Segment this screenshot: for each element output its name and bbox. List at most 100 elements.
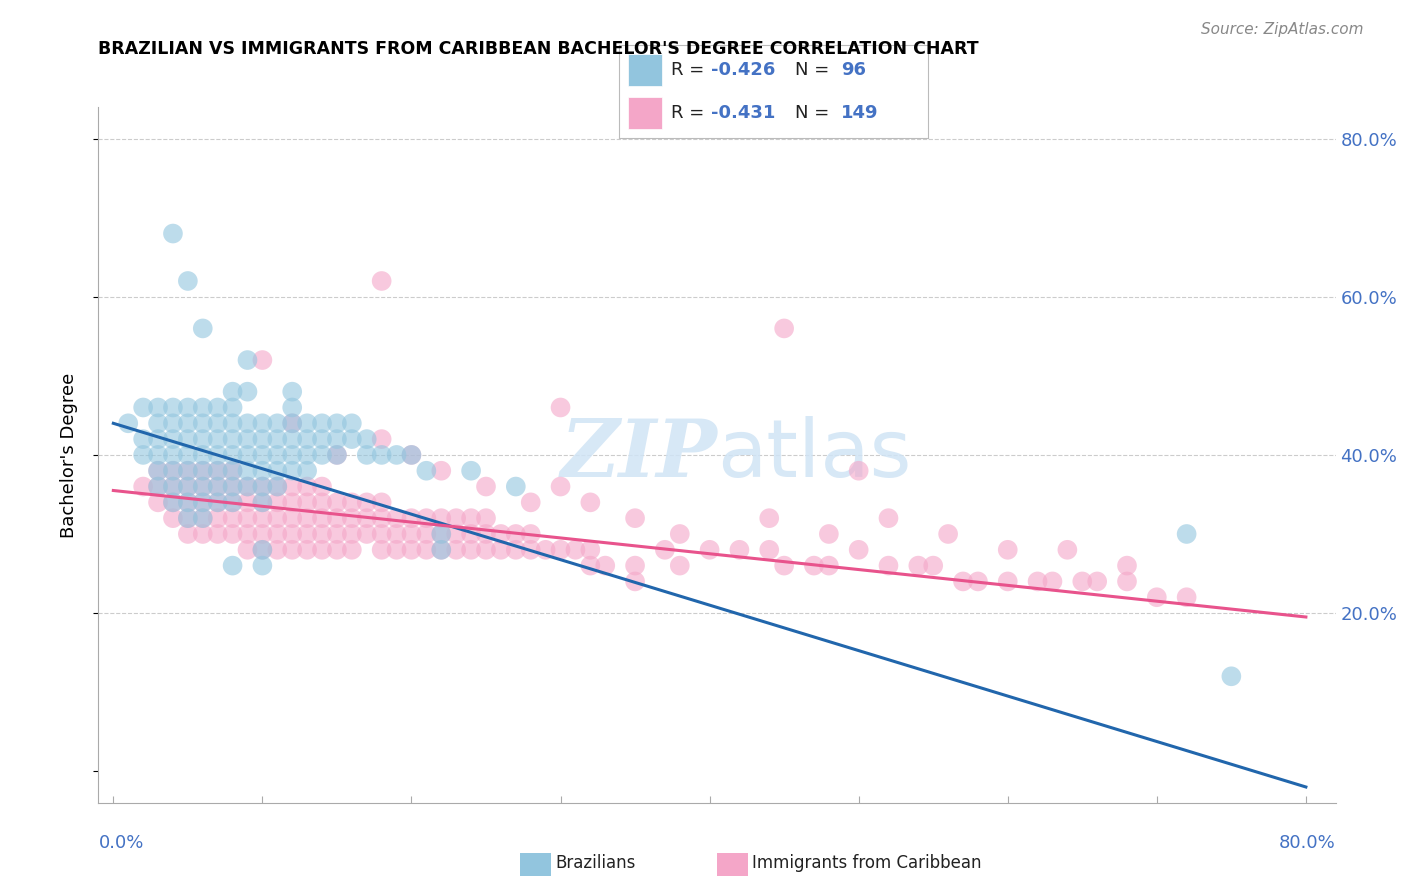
Point (1071, 574, 1094, 589)
Point (415, 511, 437, 525)
Point (444, 542, 467, 557)
Point (1116, 558, 1139, 573)
Point (295, 511, 318, 525)
Point (191, 495, 214, 509)
Point (326, 511, 349, 525)
Point (221, 479, 243, 493)
Point (146, 448, 169, 462)
Point (311, 495, 333, 509)
Point (295, 432, 318, 446)
Point (385, 527, 408, 541)
Point (356, 495, 378, 509)
Point (848, 464, 870, 478)
Point (489, 542, 512, 557)
Point (728, 542, 751, 557)
Point (252, 527, 274, 541)
Point (311, 479, 333, 493)
Point (146, 479, 169, 493)
Point (252, 542, 274, 557)
Point (266, 464, 288, 478)
Point (385, 448, 408, 462)
Point (444, 511, 467, 525)
Point (1042, 574, 1064, 589)
Point (356, 432, 378, 446)
Point (207, 495, 229, 509)
Point (266, 448, 288, 462)
Point (430, 464, 453, 478)
Point (252, 495, 274, 509)
Text: 80.0%: 80.0% (1279, 834, 1336, 852)
Point (579, 558, 602, 573)
Point (252, 542, 274, 557)
Point (236, 353, 259, 368)
Point (177, 274, 200, 288)
Point (475, 511, 498, 525)
Point (162, 495, 184, 509)
Point (460, 464, 482, 478)
Point (460, 511, 482, 525)
Point (252, 417, 274, 431)
Text: -0.426: -0.426 (711, 61, 776, 78)
Point (162, 495, 184, 509)
Point (281, 448, 304, 462)
Point (162, 227, 184, 241)
Point (281, 542, 304, 557)
Point (177, 527, 200, 541)
Point (356, 448, 378, 462)
Y-axis label: Bachelor's Degree: Bachelor's Degree (59, 372, 77, 538)
Point (430, 511, 453, 525)
Point (370, 448, 392, 462)
Point (340, 495, 363, 509)
Point (311, 448, 333, 462)
Point (221, 417, 243, 431)
Point (221, 479, 243, 493)
Point (266, 542, 288, 557)
Point (1175, 591, 1198, 605)
Point (281, 384, 304, 399)
Point (997, 542, 1019, 557)
Point (519, 542, 541, 557)
Point (1116, 574, 1139, 589)
Point (236, 432, 259, 446)
Point (460, 527, 482, 541)
Point (550, 542, 572, 557)
Point (624, 558, 647, 573)
Point (207, 464, 229, 478)
Point (132, 401, 155, 415)
Point (430, 527, 453, 541)
Point (311, 542, 333, 557)
Point (654, 542, 676, 557)
Point (340, 542, 363, 557)
Point (207, 401, 229, 415)
Point (326, 527, 349, 541)
Point (236, 464, 259, 478)
Point (326, 417, 349, 431)
Point (401, 542, 423, 557)
Point (252, 495, 274, 509)
Point (236, 542, 259, 557)
Point (266, 479, 288, 493)
Point (534, 542, 557, 557)
Point (207, 495, 229, 509)
Point (370, 527, 392, 541)
Point (266, 432, 288, 446)
Point (191, 432, 214, 446)
Point (162, 464, 184, 478)
Point (146, 417, 169, 431)
Point (221, 495, 243, 509)
Point (132, 432, 155, 446)
Point (340, 527, 363, 541)
Point (311, 527, 333, 541)
Point (326, 432, 349, 446)
Point (1175, 527, 1198, 541)
Point (593, 558, 616, 573)
Point (444, 527, 467, 541)
Point (252, 558, 274, 573)
Point (191, 321, 214, 335)
Point (877, 558, 900, 573)
Point (252, 448, 274, 462)
Point (415, 527, 437, 541)
Point (162, 511, 184, 525)
Point (221, 464, 243, 478)
Point (221, 495, 243, 509)
